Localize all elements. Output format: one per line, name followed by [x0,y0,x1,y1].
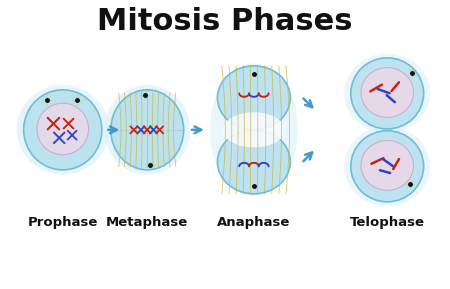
Ellipse shape [104,85,190,175]
Ellipse shape [344,53,430,133]
Ellipse shape [210,64,298,196]
Ellipse shape [351,131,423,202]
Text: Metaphase: Metaphase [106,216,189,229]
Text: Telophase: Telophase [350,216,425,229]
Text: Prophase: Prophase [27,216,98,229]
Ellipse shape [24,90,102,170]
Ellipse shape [111,90,184,170]
Text: Mitosis Phases: Mitosis Phases [97,7,353,36]
Ellipse shape [344,127,430,206]
Ellipse shape [361,68,414,117]
FancyArrowPatch shape [192,127,201,133]
Ellipse shape [217,130,290,194]
Ellipse shape [37,103,89,155]
Ellipse shape [351,58,423,129]
Ellipse shape [361,140,414,190]
Ellipse shape [217,66,290,130]
FancyArrowPatch shape [108,127,117,133]
Ellipse shape [223,112,285,147]
Text: Anaphase: Anaphase [217,216,291,229]
Ellipse shape [17,85,109,175]
